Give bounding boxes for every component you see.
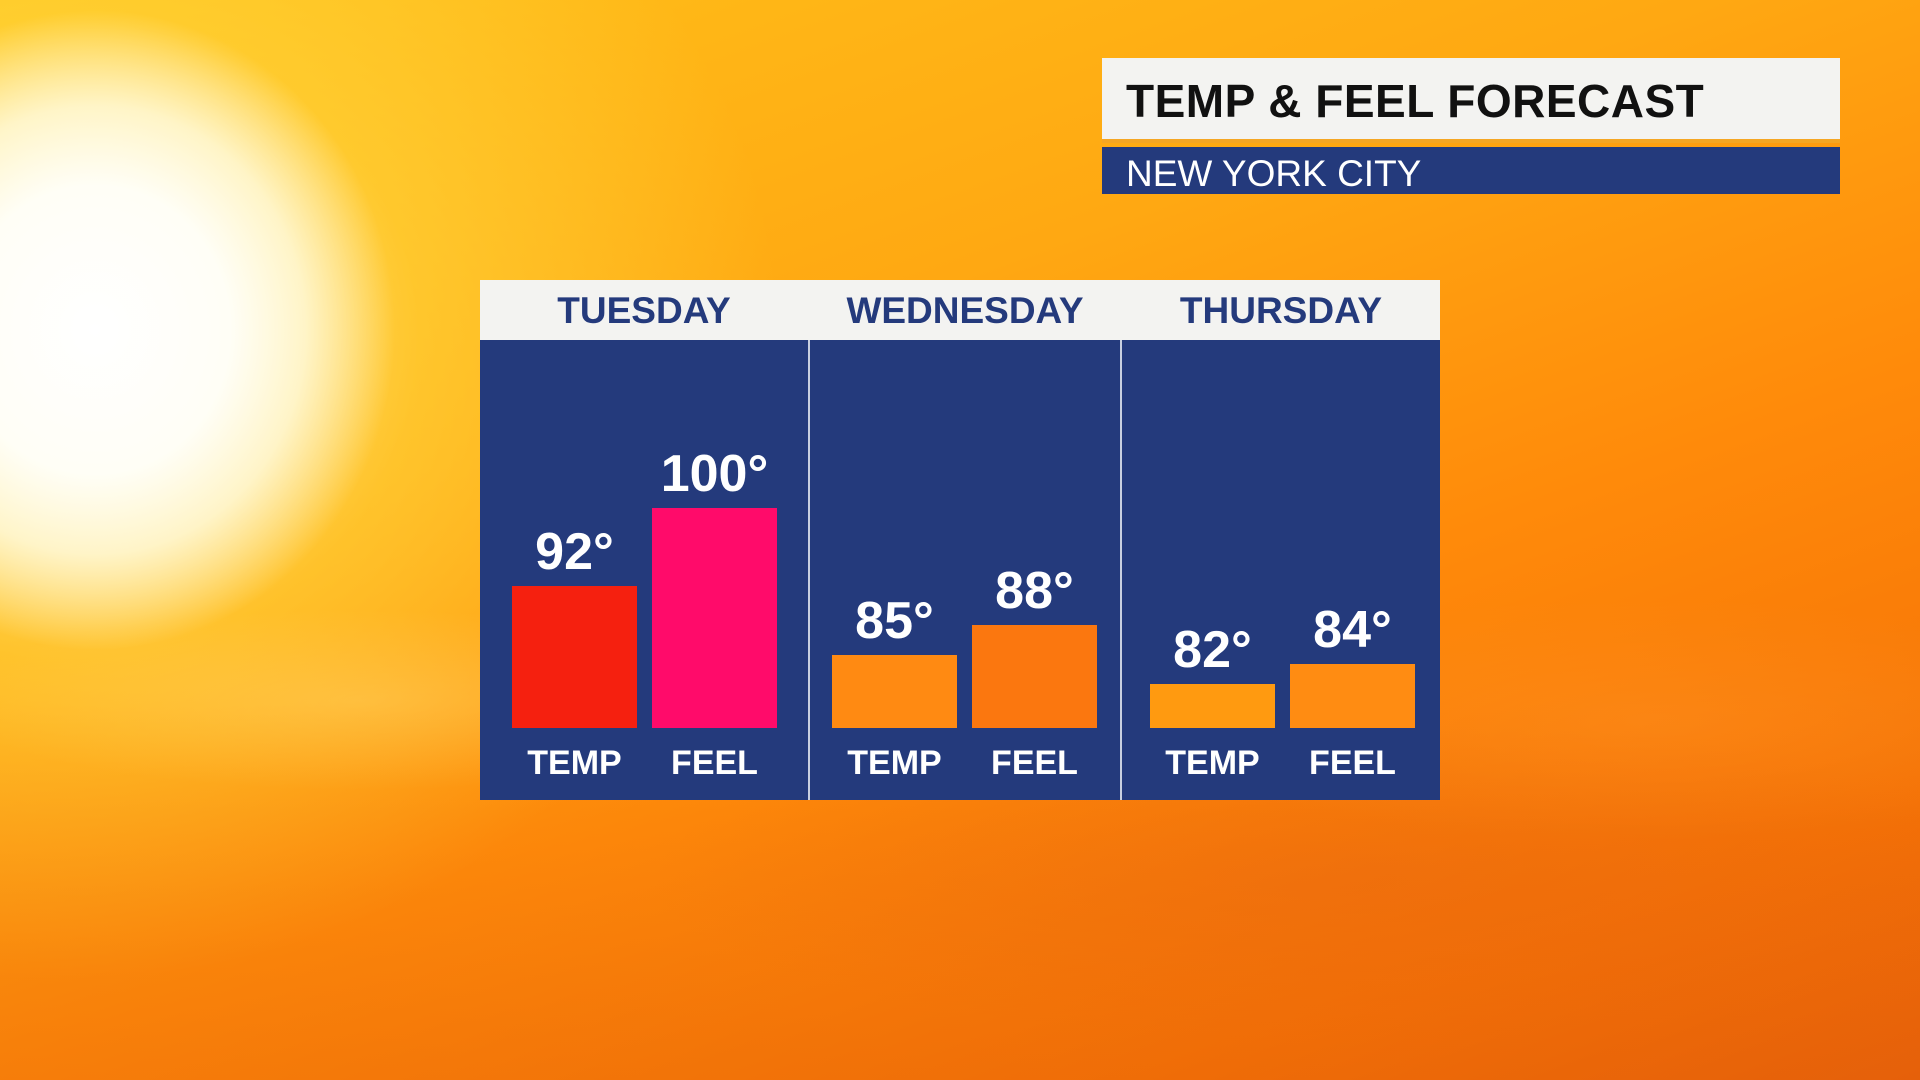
value-label-wednesday-temp: 85° [855, 591, 934, 650]
bar-thursday-temp [1150, 684, 1275, 728]
bar-tuesday-temp [512, 586, 637, 728]
bar-tuesday-feel [652, 508, 777, 728]
cat-label-thursday-temp: TEMP [1165, 744, 1260, 782]
bar-wednesday-temp [832, 654, 957, 728]
cat-label-wednesday-feel: FEEL [991, 744, 1078, 782]
day-header-strip [480, 280, 1440, 340]
title-banner: TEMP & FEEL FORECAST [1102, 58, 1840, 143]
location-subtitle: NEW YORK CITY [1126, 153, 1422, 194]
cat-label-thursday-feel: FEEL [1309, 744, 1396, 782]
value-label-tuesday-feel: 100° [660, 445, 769, 503]
bar-wednesday-feel [972, 625, 1097, 728]
value-label-thursday-feel: 84° [1313, 601, 1392, 660]
chart-body [480, 340, 1440, 800]
value-label-thursday-temp: 82° [1173, 621, 1252, 679]
day-label-wednesday: WEDNESDAY [846, 290, 1084, 331]
day-divider-2 [1120, 340, 1122, 800]
day-label-tuesday: TUESDAY [557, 290, 731, 331]
bar-thursday-feel [1290, 664, 1415, 728]
value-label-wednesday-feel: 88° [995, 562, 1074, 621]
value-label-tuesday-temp: 92° [535, 523, 614, 582]
day-divider-1 [808, 340, 810, 800]
cat-label-tuesday-feel: FEEL [671, 744, 758, 782]
cat-label-tuesday-temp: TEMP [527, 744, 622, 782]
forecast-chart-panel: TUESDAY WEDNESDAY THURSDAY 92° TEMP 100°… [480, 280, 1440, 800]
page-title: TEMP & FEEL FORECAST [1126, 75, 1705, 127]
day-label-thursday: THURSDAY [1179, 290, 1383, 331]
subtitle-banner: NEW YORK CITY [1102, 147, 1840, 194]
cat-label-wednesday-temp: TEMP [847, 744, 942, 782]
